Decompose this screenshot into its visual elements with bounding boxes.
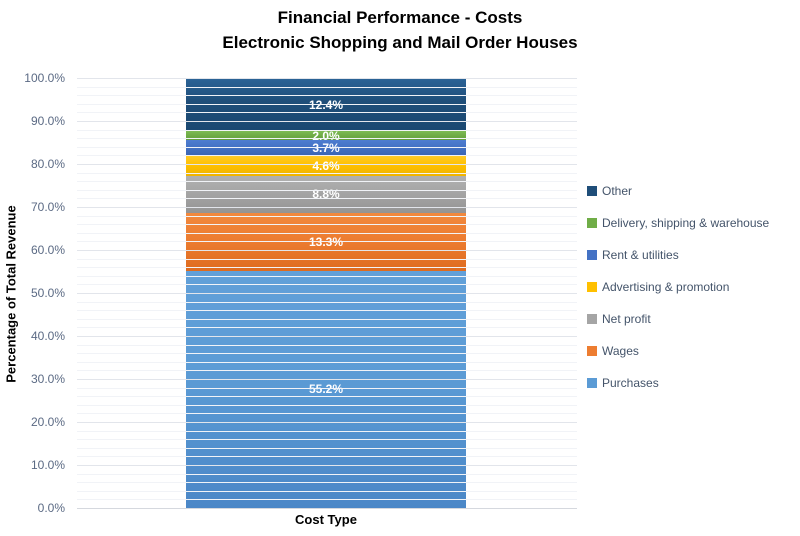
minor-gridline [77, 189, 577, 191]
minor-gridline [77, 430, 577, 432]
y-tick-label: 50.0% [30, 286, 65, 300]
minor-gridline [77, 215, 577, 217]
legend-item-purchases: Purchases [587, 367, 769, 399]
y-tick-label: 60.0% [30, 243, 65, 257]
y-tick-label: 90.0% [30, 114, 65, 128]
minor-gridline [77, 146, 577, 148]
minor-gridline [77, 353, 577, 355]
legend-label: Purchases [602, 376, 659, 390]
bar-segment-rent-utilities: 3.7% [186, 139, 466, 156]
minor-gridline [77, 327, 577, 329]
bar-segment-data-label: 4.6% [312, 158, 340, 173]
minor-gridline [77, 396, 577, 398]
major-gridline [77, 121, 577, 122]
legend-item-net-profit: Net profit [587, 303, 769, 335]
y-tick-label: 40.0% [30, 329, 65, 343]
legend-label: Other [602, 184, 633, 198]
legend-item-other: Other [587, 175, 769, 207]
major-gridline [77, 422, 577, 423]
major-gridline [77, 78, 577, 79]
minor-gridline [77, 198, 577, 200]
minor-gridline [77, 439, 577, 441]
minor-gridline [77, 499, 577, 501]
y-tick-label: 30.0% [30, 372, 65, 386]
minor-gridline [77, 284, 577, 286]
minor-gridline [77, 490, 577, 492]
minor-gridline [77, 344, 577, 346]
minor-gridline [77, 232, 577, 234]
minor-gridline [77, 413, 577, 415]
minor-gridline [77, 241, 577, 243]
minor-gridline [77, 138, 577, 140]
legend-label: Delivery, shipping & warehouse [602, 216, 770, 230]
chart-subtitle: Electronic Shopping and Mail Order House… [222, 33, 578, 52]
bar-segment-advertising-promotion: 4.6% [186, 155, 466, 176]
major-gridline [77, 164, 577, 165]
minor-gridline [77, 103, 577, 105]
minor-gridline [77, 95, 577, 97]
legend-item-rent-utilities: Rent & utilities [587, 239, 769, 271]
minor-gridline [77, 86, 577, 88]
minor-gridline [77, 387, 577, 389]
minor-gridline [77, 310, 577, 312]
chart-title-block: Financial Performance - Costs Electronic… [0, 5, 800, 55]
major-gridline [77, 293, 577, 294]
minor-gridline [77, 258, 577, 260]
y-tick-label: 80.0% [30, 157, 65, 171]
minor-gridline [77, 404, 577, 406]
minor-gridline [77, 181, 577, 183]
legend-item-wages: Wages [587, 335, 769, 367]
y-axis-tick-labels: 0.0% 10.0% 20.0% 30.0% 40.0% 50.0% 60.0% 70.0% 8… [0, 71, 65, 515]
bar-segment-data-label: 3.7% [312, 140, 340, 155]
y-tick-label: 0.0% [37, 501, 65, 515]
minor-gridline [77, 361, 577, 363]
minor-gridline [77, 473, 577, 475]
legend-swatch-icon [587, 378, 597, 388]
bar-segment-purchases: 55.2% [186, 270, 466, 508]
minor-gridline [77, 275, 577, 277]
y-tick-label: 100.0% [24, 71, 65, 85]
major-gridline [77, 465, 577, 466]
minor-gridline [77, 172, 577, 174]
legend-label: Wages [602, 344, 639, 358]
minor-gridline [77, 155, 577, 157]
bar-segment-data-label: 55.2% [308, 382, 344, 397]
y-tick-label: 10.0% [30, 458, 65, 472]
legend: Other Delivery, shipping & warehouse Rent … [587, 175, 769, 399]
legend-swatch-icon [587, 186, 597, 196]
minor-gridline [77, 370, 577, 372]
minor-gridline [77, 267, 577, 269]
chart-title: Financial Performance - Costs [277, 8, 523, 27]
legend-swatch-icon [587, 250, 597, 260]
legend-label: Advertising & promotion [602, 280, 730, 294]
minor-gridline [77, 482, 577, 484]
x-axis-line [77, 508, 577, 509]
legend-label: Rent & utilities [602, 248, 679, 262]
major-gridline [77, 336, 577, 337]
legend-item-advertising-promotion: Advertising & promotion [587, 271, 769, 303]
y-tick-label: 70.0% [30, 200, 65, 214]
major-gridline [77, 379, 577, 380]
y-tick-label: 20.0% [30, 415, 65, 429]
minor-gridline [77, 447, 577, 449]
minor-gridline [77, 301, 577, 303]
major-gridline [77, 207, 577, 208]
minor-gridline [77, 129, 577, 131]
minor-gridline [77, 456, 577, 458]
legend-swatch-icon [587, 346, 597, 356]
legend-swatch-icon [587, 282, 597, 292]
x-axis-title: Cost Type [295, 512, 357, 527]
major-gridline [77, 250, 577, 251]
plot-area: 12.4%2.0%3.7%4.6%8.8%13.3%55.2% [77, 78, 577, 509]
legend-swatch-icon [587, 314, 597, 324]
legend-swatch-icon [587, 218, 597, 228]
minor-gridline [77, 112, 577, 114]
legend-item-delivery-shipping-warehouse: Delivery, shipping & warehouse [587, 207, 769, 239]
legend-label: Net profit [602, 312, 651, 326]
minor-gridline [77, 318, 577, 320]
minor-gridline [77, 224, 577, 226]
bar-segment-data-label: 8.8% [312, 187, 340, 202]
